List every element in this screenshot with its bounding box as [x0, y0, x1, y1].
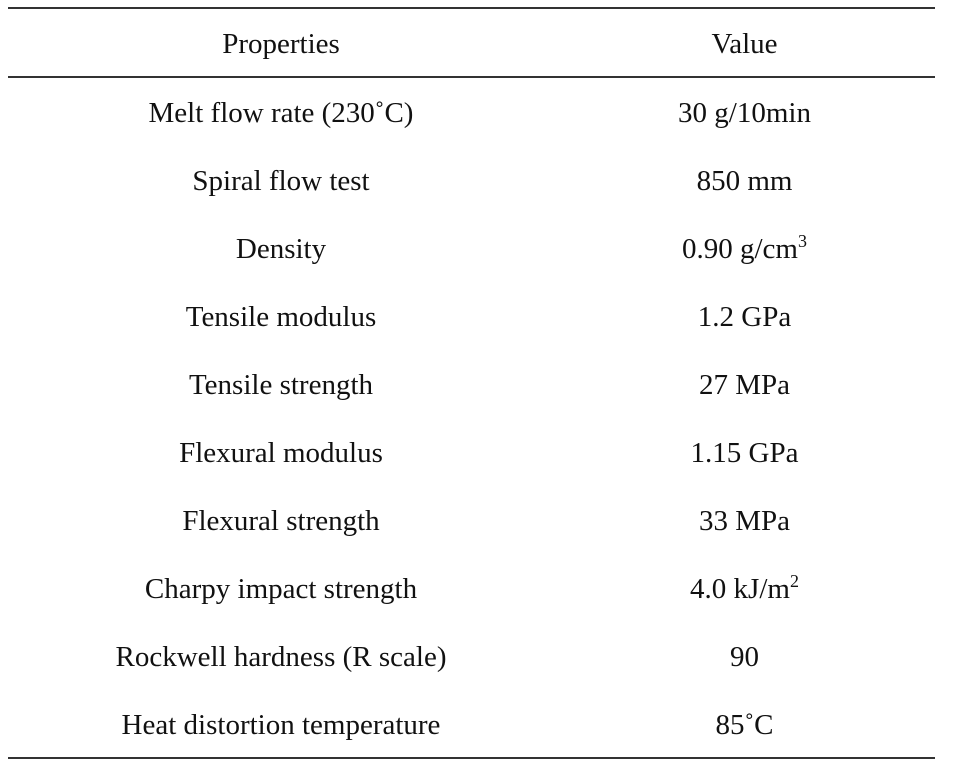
value-cell: 85˚C [554, 691, 935, 759]
value-text: 0.90 g/cm [682, 232, 798, 265]
value-text: 85˚C [715, 708, 774, 741]
value-text: 30 g/10min [678, 96, 811, 129]
table-row: Tensile modulus 1.2 GPa [8, 283, 935, 351]
table-row: Charpy impact strength 4.0 kJ/m2 [8, 555, 935, 623]
property-cell: Heat distortion temperature [121, 708, 441, 741]
value-cell: 4.0 kJ/m2 [554, 555, 935, 623]
header-value: Value [711, 27, 778, 60]
value-cell: 1.2 GPa [554, 283, 935, 351]
property-cell: Tensile strength [188, 368, 373, 401]
value-text: 1.15 GPa [690, 436, 799, 469]
table-row: Rockwell hardness (R scale) 90 [8, 623, 935, 691]
value-text: 90 [730, 640, 759, 673]
property-cell: Spiral flow test [192, 164, 370, 197]
value-text: 850 mm [696, 164, 793, 197]
value-superscript: 2 [789, 570, 799, 591]
property-cell: Density [235, 232, 327, 265]
table-row: Tensile strength 27 MPa [8, 351, 935, 419]
value-text: 27 MPa [698, 368, 791, 401]
properties-table: Properties Value Melt flow rate (230˚C) 3… [8, 9, 935, 759]
value-cell: 27 MPa [554, 351, 935, 419]
value-cell: 850 mm [554, 147, 935, 215]
table-row: Melt flow rate (230˚C) 30 g/10min [8, 79, 935, 147]
header-properties: Properties [222, 27, 340, 60]
table-row: Density 0.90 g/cm3 [8, 215, 935, 283]
value-text: 33 MPa [698, 504, 791, 537]
table-row: Flexural strength 33 MPa [8, 487, 935, 555]
property-cell: Flexural modulus [179, 436, 383, 469]
property-cell: Tensile modulus [185, 300, 377, 333]
property-cell: Melt flow rate (230˚C) [148, 96, 414, 129]
table-row: Spiral flow test 850 mm [8, 147, 935, 215]
header-row: Properties Value [8, 9, 935, 79]
property-cell: Charpy impact strength [144, 572, 418, 605]
value-cell: 30 g/10min [554, 79, 935, 147]
value-cell: 1.15 GPa [554, 419, 935, 487]
property-cell: Flexural strength [182, 504, 380, 537]
bottom-rule [8, 757, 935, 759]
table-row: Flexural modulus 1.15 GPa [8, 419, 935, 487]
value-text: 1.2 GPa [697, 300, 792, 333]
value-cell: 90 [554, 623, 935, 691]
top-rule [8, 7, 935, 9]
table-row: Heat distortion temperature 85˚C [8, 691, 935, 759]
value-text: 4.0 kJ/m [690, 572, 790, 605]
property-cell: Rockwell hardness (R scale) [115, 640, 447, 673]
value-cell: 33 MPa [554, 487, 935, 555]
header-rule [8, 76, 935, 78]
value-superscript: 3 [798, 230, 807, 251]
value-cell: 0.90 g/cm3 [554, 215, 935, 283]
